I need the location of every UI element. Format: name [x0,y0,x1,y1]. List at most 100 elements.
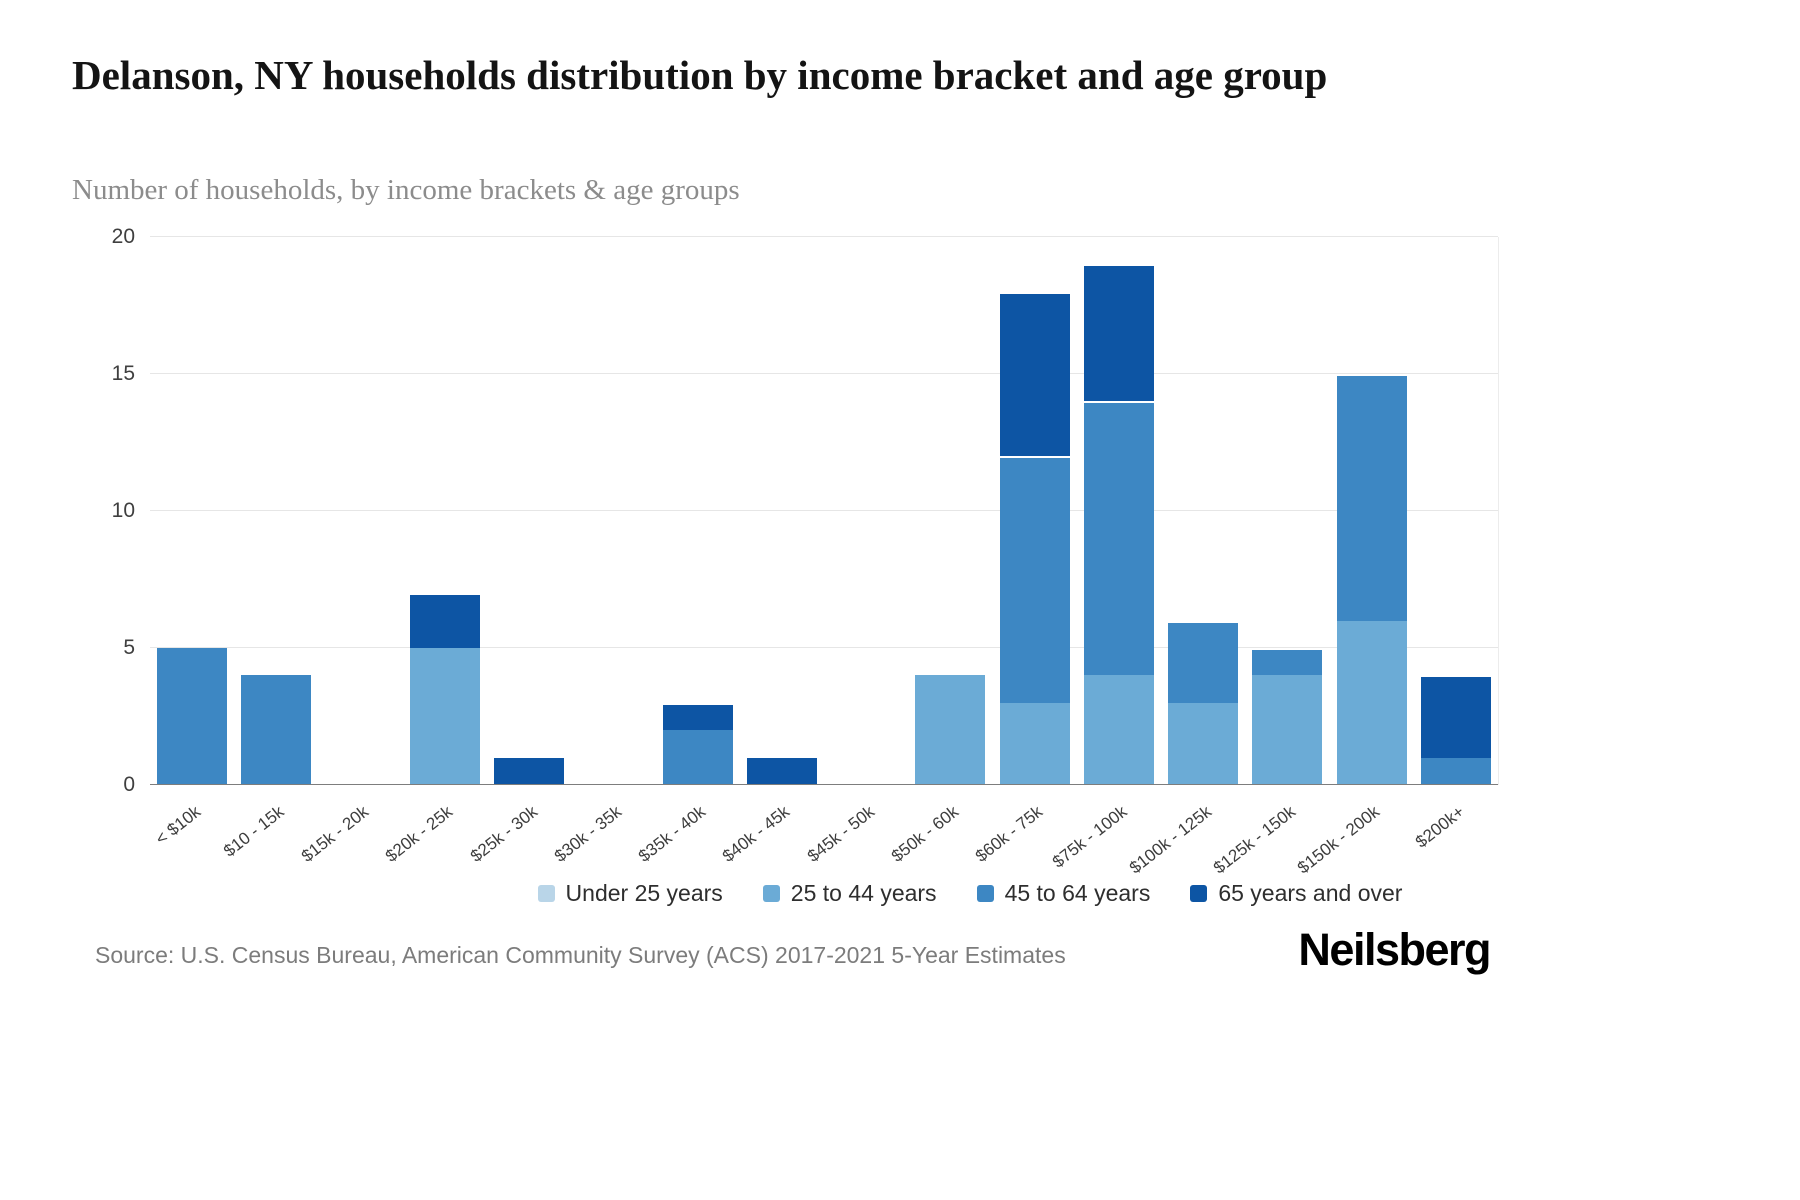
bar-75k-100k [1083,237,1154,785]
legend-label: 65 years and over [1218,880,1403,906]
x-tick-slot: < $10k [150,792,234,887]
x-tick-slot: $100k - 125k [1126,792,1245,887]
bar-segment [662,730,733,785]
x-tick-slot: $45k - 50k [804,792,908,887]
bar-segment [1083,264,1154,402]
bar-slot [234,237,318,785]
bar-150k-200k [1336,237,1407,785]
bar-200k [1420,237,1491,785]
bar-slot [1161,237,1245,785]
legend: Under 25 years 25 to 44 years 45 to 64 yea… [150,880,1790,907]
gridline [150,236,1498,237]
x-tick-slot: $30k - 35k [551,792,655,887]
y-tick-label: 15 [111,362,135,385]
bar-segment [662,702,733,731]
bar-segment [1083,401,1154,676]
bar-35k-40k [662,237,733,785]
bar-segment [409,593,480,648]
source-attribution: Source: U.S. Census Bureau, American Com… [95,942,1066,968]
bar-slot [908,237,992,785]
bar-30k-35k [578,237,648,785]
bar-slot [403,237,487,785]
legend-item-65-years-and-over[interactable]: 65 years and over [1190,880,1402,907]
bar-segment [409,648,480,785]
bar-10-15k [241,237,312,785]
bar-50k-60k [915,237,986,785]
chart-subtitle: Number of households, by income brackets… [72,174,740,206]
legend-swatch [762,885,780,902]
x-tick-slot: $15k - 20k [298,792,403,887]
bar-segment [1336,374,1407,621]
bar-segment [999,291,1070,457]
x-tick-slot: $50k - 60k [888,792,992,887]
bar-segment [1420,757,1491,785]
bar-10k [157,237,228,785]
bar-slot [656,237,740,785]
bar-100k-125k [1168,237,1239,785]
chart-title: Delanson, NY households distribution by … [72,52,1328,98]
bar-segment [1083,675,1154,785]
bar-40k-45k [746,237,817,785]
bar-segment [494,757,565,785]
bar-slot [319,237,403,785]
gridline [150,647,1498,648]
bar-segment [746,757,817,785]
bar-segment [999,456,1070,703]
bar-slot [740,237,824,785]
x-tick-label: < $10k [151,802,204,849]
x-tick-slot: $60k - 75k [972,792,1077,887]
x-axis-labels: < $10k $10 - 15k $15k - 20k $20k - 25k $25k … [150,792,1498,887]
bar-segment [1168,620,1239,703]
x-tick-slot: $200k+ [1411,792,1498,887]
x-tick-slot: $10 - 15k [221,792,318,887]
bar-segment [915,675,986,785]
bar-segment [999,702,1070,785]
legend-item-45-to-64-years[interactable]: 45 to 64 years [976,880,1151,907]
bar-slot [1077,237,1161,785]
bar-segment [1168,702,1239,785]
bar-20k-25k [409,237,480,785]
y-axis-labels: 0 5 10 15 20 [60,225,135,796]
bar-60k-75k [999,237,1070,785]
bar-15k-20k [326,237,396,785]
legend-item-under-25-years[interactable]: Under 25 years [537,880,723,907]
bar-25k-30k [494,237,565,785]
y-tick-label: 20 [111,225,135,248]
x-tick-slot: $25k - 30k [467,792,571,887]
bar-slot [487,237,571,785]
bar-slot [1245,237,1329,785]
bar-slot [824,237,908,785]
bar-segment [1336,620,1407,785]
x-tick-slot: $35k - 40k [635,792,740,887]
bar-slot [993,237,1077,785]
y-tick-label: 10 [111,499,135,522]
legend-swatch [976,885,994,902]
legend-item-25-to-44-years[interactable]: 25 to 44 years [762,880,937,907]
bar-125k-150k [1252,237,1323,785]
x-tick-slot: $75k - 100k [1049,792,1161,887]
x-tick-slot: $150k - 200k [1294,792,1414,887]
bar-segment [1252,675,1323,785]
bar-segment [1252,648,1323,676]
bars [150,237,1498,785]
gridline [150,510,1498,511]
x-tick-slot: $20k - 25k [382,792,487,887]
bar-slot [150,237,234,785]
legend-swatch [537,885,555,902]
x-tick-slot: $40k - 45k [719,792,824,887]
plot-area [150,236,1499,785]
bar-slot [571,237,655,785]
x-tick-slot: $125k - 150k [1210,792,1329,887]
bar-segment [241,675,312,785]
bar-slot [1414,237,1498,785]
bar-segment [157,648,228,785]
x-tick-label: $200k+ [1411,802,1468,852]
legend-label: Under 25 years [565,880,723,906]
bar-segment [1420,675,1491,758]
bar-slot [1330,237,1414,785]
gridline [150,373,1498,374]
legend-label: 45 to 64 years [1004,880,1151,906]
y-tick-label: 5 [123,636,135,659]
gridline [150,784,1498,785]
